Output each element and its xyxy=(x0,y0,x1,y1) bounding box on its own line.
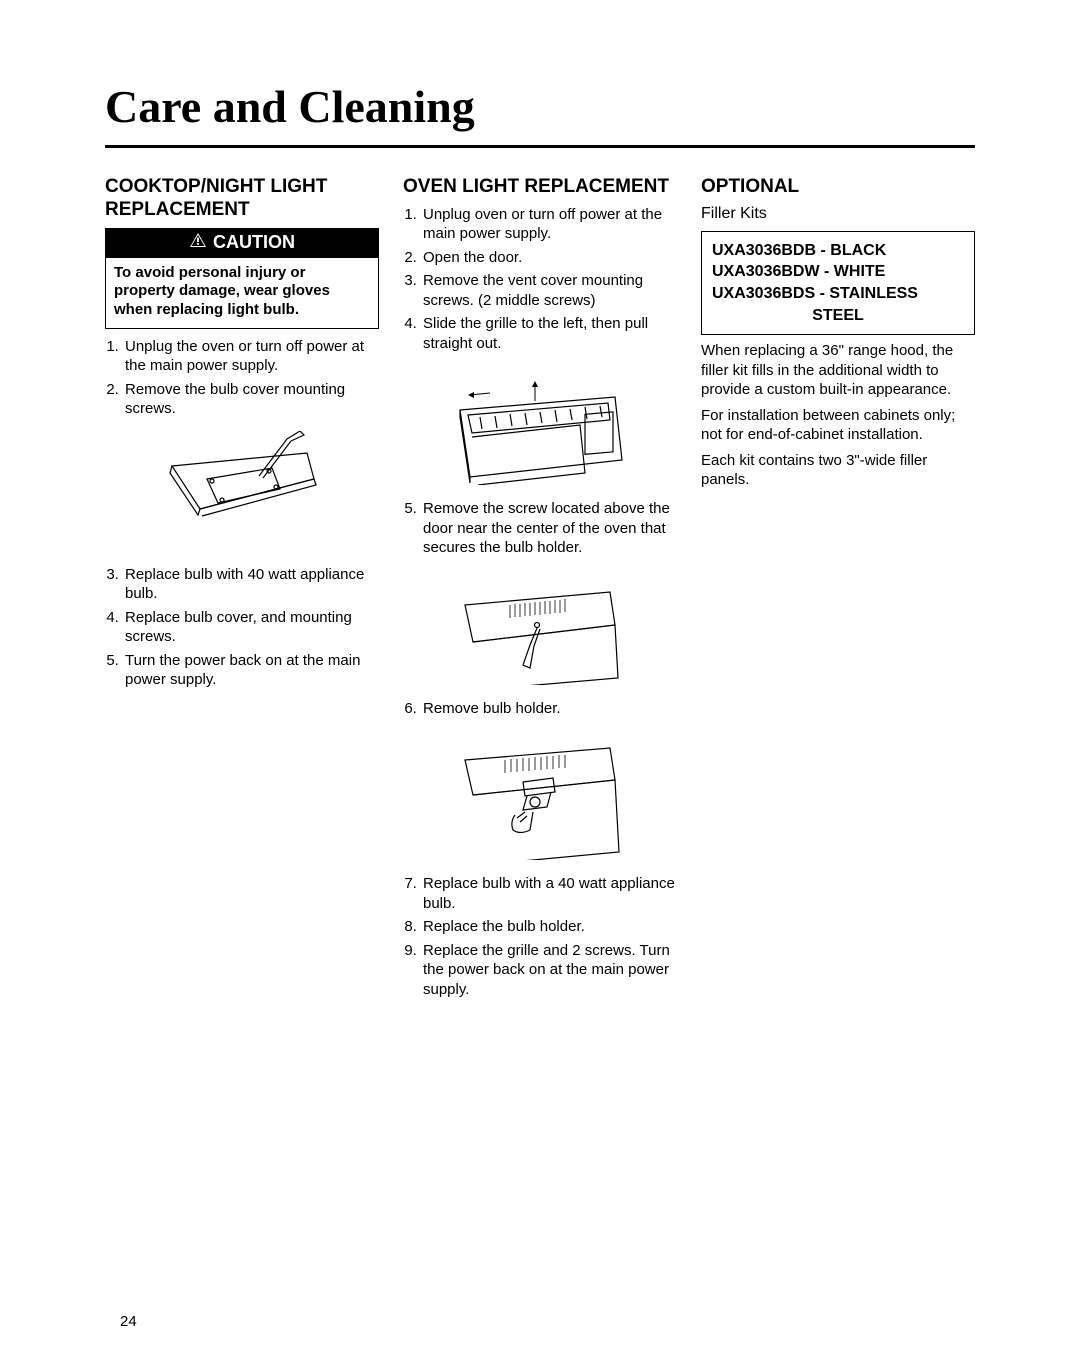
filler-line-3b: STEEL xyxy=(712,305,964,327)
col3-heading: OPTIONAL xyxy=(701,176,975,199)
col2-step5: Remove the screw located above the door … xyxy=(421,499,677,558)
col1-step5: Turn the power back on at the main power… xyxy=(123,651,379,690)
col2-step9: Replace the grille and 2 screws. Turn th… xyxy=(421,941,677,1000)
col3-body-2: For installation between cabinets only; … xyxy=(701,406,975,445)
caution-content: To avoid personal injury or property dam… xyxy=(105,257,379,329)
column-1: COOKTOP/NIGHT LIGHT REPLACEMENT CAUTION … xyxy=(105,176,379,1003)
col1-steps-b: Replace bulb with 40 watt appliance bulb… xyxy=(105,565,379,690)
warning-icon xyxy=(189,232,207,253)
col2-illustration-2 xyxy=(403,570,677,685)
column-3: OPTIONAL Filler Kits UXA3036BDB - BLACK … xyxy=(701,176,975,1003)
col1-steps-a: Unplug the oven or turn off power at the… xyxy=(105,337,379,419)
page-number: 24 xyxy=(120,1313,137,1330)
col3-subheading: Filler Kits xyxy=(701,205,975,223)
page-title: Care and Cleaning xyxy=(105,80,975,148)
filler-line-3a: UXA3036BDS - STAINLESS xyxy=(712,283,964,305)
col1-step3: Replace bulb with 40 watt appliance bulb… xyxy=(123,565,379,604)
col2-steps-a: Unplug oven or turn off power at the mai… xyxy=(403,205,677,354)
col2-steps-d: Replace bulb with a 40 watt appliance bu… xyxy=(403,874,677,999)
col2-heading: OVEN LIGHT REPLACEMENT xyxy=(403,176,677,199)
col1-step4: Replace bulb cover, and mounting screws. xyxy=(123,608,379,647)
col1-heading: COOKTOP/NIGHT LIGHT REPLACEMENT xyxy=(105,176,379,222)
col3-body-3: Each kit contains two 3"-wide filler pan… xyxy=(701,451,975,490)
filler-kit-box: UXA3036BDB - BLACK UXA3036BDW - WHITE UX… xyxy=(701,231,975,335)
content-columns: COOKTOP/NIGHT LIGHT REPLACEMENT CAUTION … xyxy=(105,176,975,1003)
col2-step7: Replace bulb with a 40 watt appliance bu… xyxy=(421,874,677,913)
col2-step2: Open the door. xyxy=(421,248,677,268)
caution-text: To avoid personal injury or property dam… xyxy=(114,264,370,320)
col2-step8: Replace the bulb holder. xyxy=(421,917,677,937)
col2-step6: Remove bulb holder. xyxy=(421,699,677,719)
col2-step1: Unplug oven or turn off power at the mai… xyxy=(421,205,677,244)
col1-illustration xyxy=(105,431,379,551)
caution-label: CAUTION xyxy=(213,232,295,253)
col1-step2: Remove the bulb cover mounting screws. xyxy=(123,380,379,419)
col2-step3: Remove the vent cover mounting screws. (… xyxy=(421,271,677,310)
col2-steps-c: Remove bulb holder. xyxy=(403,699,677,719)
col2-step4: Slide the grille to the left, then pull … xyxy=(421,314,677,353)
column-2: OVEN LIGHT REPLACEMENT Unplug oven or tu… xyxy=(403,176,677,1003)
col2-illustration-3 xyxy=(403,730,677,860)
col3-body-1: When replacing a 36" range hood, the fil… xyxy=(701,341,975,400)
col1-step1: Unplug the oven or turn off power at the… xyxy=(123,337,379,376)
filler-line-1: UXA3036BDB - BLACK xyxy=(712,240,964,262)
col2-illustration-1 xyxy=(403,365,677,485)
caution-header: CAUTION xyxy=(105,228,379,257)
col2-steps-b: Remove the screw located above the door … xyxy=(403,499,677,558)
filler-line-2: UXA3036BDW - WHITE xyxy=(712,261,964,283)
